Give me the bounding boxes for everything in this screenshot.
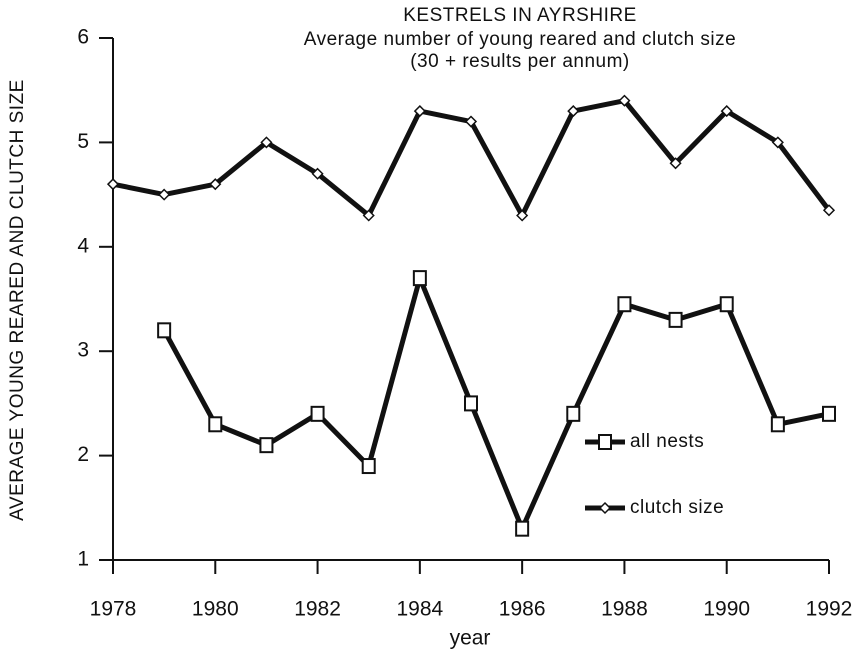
marker-diamond <box>822 204 836 217</box>
x-tick-label: 1992 <box>806 598 853 621</box>
y-tick-label: 1 <box>77 548 89 571</box>
legend-label: clutch size <box>630 497 724 518</box>
y-tick-label: 3 <box>77 339 89 362</box>
x-tick-label: 1988 <box>601 598 648 621</box>
marker-square <box>719 296 734 313</box>
marker-square <box>617 296 632 313</box>
x-axis-label: year <box>450 627 491 650</box>
marker-square <box>566 405 581 422</box>
marker-square <box>310 405 325 422</box>
x-tick-label: 1978 <box>90 598 137 621</box>
marker-square <box>515 520 530 537</box>
x-tick-label: 1986 <box>499 598 546 621</box>
x-tick-label: 1980 <box>192 598 239 621</box>
marker-square <box>668 311 683 328</box>
marker-square <box>412 270 427 287</box>
marker-diamond <box>598 501 612 515</box>
marker-diamond <box>209 178 222 191</box>
marker-square <box>361 458 376 475</box>
marker-diamond <box>720 105 733 118</box>
y-tick-label: 6 <box>77 26 89 49</box>
marker-diamond <box>106 178 120 191</box>
marker-diamond <box>158 188 171 201</box>
series-line <box>161 275 830 532</box>
marker-diamond <box>311 167 324 180</box>
y-axis-label: AVERAGE YOUNG REARED AND CLUTCH SIZE <box>7 79 28 521</box>
marker-diamond <box>567 105 580 118</box>
marker-square <box>208 416 223 433</box>
marker-square <box>259 437 274 454</box>
marker-square <box>464 395 478 412</box>
chart-title: KESTRELS IN AYRSHIRE <box>403 5 637 26</box>
marker-square <box>822 405 836 422</box>
chart-subtitle: Average number of young reared and clutc… <box>304 29 736 50</box>
marker-diamond <box>362 209 375 222</box>
marker-diamond <box>516 209 529 222</box>
marker-diamond <box>260 136 273 149</box>
x-tick-label: 1984 <box>396 598 443 621</box>
y-tick-label: 5 <box>77 130 89 153</box>
marker-diamond <box>669 157 682 170</box>
marker-square <box>770 416 785 433</box>
marker-diamond <box>618 94 631 107</box>
marker-diamond <box>413 105 426 118</box>
marker-square <box>598 434 612 450</box>
legend-label: all nests <box>630 431 704 452</box>
y-tick-label: 4 <box>77 234 89 257</box>
x-tick-label: 1982 <box>294 598 341 621</box>
y-tick-label: 2 <box>77 443 89 466</box>
marker-square <box>157 322 172 339</box>
x-tick-label: 1990 <box>703 598 750 621</box>
chart-note: (30 + results per annum) <box>410 51 630 72</box>
marker-diamond <box>464 115 478 128</box>
marker-diamond <box>771 136 784 149</box>
